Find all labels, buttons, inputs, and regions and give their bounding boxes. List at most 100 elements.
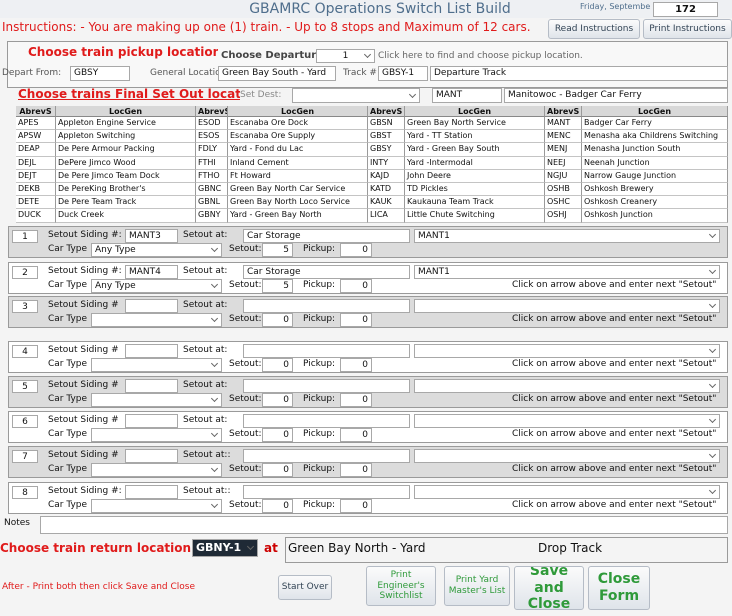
setout-field[interactable]: 5 — [262, 243, 293, 257]
track-description-field[interactable]: Departure Track — [430, 66, 728, 81]
save-close-button[interactable]: Save and Close — [514, 566, 584, 610]
table-cell: FTHI — [196, 156, 228, 170]
setout-field[interactable]: 0 — [262, 313, 293, 327]
dest-name-field[interactable]: Manitowoc - Badger Car Ferry — [504, 88, 728, 103]
car-type-select[interactable] — [91, 313, 222, 327]
car-type-select[interactable]: Any Type — [91, 243, 222, 257]
siding-label: Setout Siding # — [48, 300, 119, 310]
print-engineer-button[interactable]: Print Engineer's Switchlist — [366, 566, 436, 606]
destination-select[interactable] — [414, 485, 720, 499]
table-cell: DEJL — [16, 156, 56, 170]
car-type-select[interactable] — [91, 463, 222, 477]
table-cell: Oshkosh Creanery — [582, 196, 728, 210]
pickup-field[interactable]: 0 — [340, 358, 372, 372]
dest-code-field[interactable]: MANT — [432, 88, 502, 103]
pickup-label: Pickup: — [303, 464, 336, 474]
pickup-field[interactable]: 0 — [340, 499, 372, 513]
siding-label: Setout Siding # — [48, 380, 119, 390]
table-cell: Yard - Green Bay South — [405, 143, 545, 157]
set-dest-select[interactable] — [292, 88, 420, 103]
setout-label: Setout: — [229, 429, 262, 439]
destination-select[interactable] — [414, 379, 720, 393]
return-label: Choose train return location track # — [0, 541, 192, 555]
destination-select[interactable] — [414, 449, 720, 463]
start-over-button[interactable]: Start Over — [278, 575, 332, 600]
close-form-button[interactable]: Close Form — [588, 566, 650, 610]
table-cell: Little Chute Switching — [405, 209, 545, 223]
car-type-select[interactable] — [91, 499, 222, 513]
stop-hint: Click on arrow above and enter next "Set… — [512, 429, 717, 439]
setout-field[interactable]: 0 — [262, 358, 293, 372]
setout-field[interactable]: 0 — [262, 499, 293, 513]
setout-at-field[interactable] — [243, 379, 410, 393]
setout-field[interactable]: 5 — [262, 279, 293, 293]
setout-field[interactable]: 0 — [262, 463, 293, 477]
pickup-hint: Click here to find and choose pickup loc… — [378, 51, 583, 61]
print-instructions-button[interactable]: Print Instructions — [643, 19, 732, 39]
track-field[interactable]: GBSY-1 — [378, 66, 428, 81]
destination-select[interactable] — [414, 299, 720, 313]
setout-at-label: Setout at: — [183, 380, 228, 390]
setout-at-field[interactable] — [243, 299, 410, 313]
table-cell: Oshkosh Brewery — [582, 183, 728, 197]
car-type-select[interactable]: Any Type — [91, 279, 222, 293]
return-panel — [285, 537, 728, 563]
setout-field[interactable]: 0 — [262, 428, 293, 442]
notes-field[interactable] — [40, 516, 728, 534]
table-cell: Kaukauna Team Track — [405, 196, 545, 210]
setout-field[interactable]: 0 — [262, 393, 293, 407]
depart-from-label: Depart From: — [2, 68, 62, 78]
destination-select[interactable] — [414, 414, 720, 428]
setout-at-field[interactable] — [243, 414, 410, 428]
return-track-select[interactable]: GBNY-1 — [192, 539, 258, 557]
destination-select[interactable] — [414, 344, 720, 358]
setout-at-field[interactable]: Car Storage — [243, 265, 410, 279]
stop-hint: Click on arrow above and enter next "Set… — [512, 464, 717, 474]
pickup-field[interactable]: 0 — [340, 393, 372, 407]
table-cell: MENC — [545, 130, 582, 144]
table-cell: DEKB — [16, 183, 56, 197]
car-type-select[interactable] — [91, 358, 222, 372]
setout-at-field[interactable]: Car Storage — [243, 229, 410, 243]
siding-field[interactable]: MANT4 — [125, 265, 178, 279]
car-type-label: Car Type — [48, 359, 88, 369]
return-track-description: Drop Track — [538, 541, 603, 555]
setout-label: Setout: — [229, 314, 262, 324]
siding-label: Setout Siding #: — [48, 486, 122, 496]
pickup-field[interactable]: 0 — [340, 463, 372, 477]
pickup-field[interactable]: 0 — [340, 279, 372, 293]
pickup-field[interactable]: 0 — [340, 243, 372, 257]
table-cell: APES — [16, 117, 56, 131]
siding-field[interactable]: MANT3 — [125, 229, 178, 243]
car-type-select[interactable] — [91, 393, 222, 407]
siding-field[interactable] — [125, 485, 178, 499]
siding-field[interactable] — [125, 449, 178, 463]
setout-at-label: Setout at: — [183, 345, 228, 355]
car-type-select[interactable] — [91, 428, 222, 442]
table-cell: NGJU — [545, 169, 582, 183]
pickup-field[interactable]: 0 — [340, 428, 372, 442]
departure-select[interactable]: 1 — [316, 49, 375, 63]
setout-at-field[interactable] — [243, 485, 410, 499]
general-location-field[interactable]: Green Bay South - Yard — [218, 66, 336, 81]
siding-field[interactable] — [125, 299, 178, 313]
stop-number: 5 — [12, 380, 38, 393]
setout-at-field[interactable] — [243, 449, 410, 463]
table-cell: KAJD — [368, 169, 405, 183]
read-instructions-button[interactable]: Read Instructions — [548, 19, 640, 39]
destination-select[interactable]: MANT1 — [414, 229, 720, 243]
siding-label: Setout Siding # — [48, 345, 119, 355]
stop-hint: Click on arrow above and enter next "Set… — [512, 314, 717, 324]
depart-from-field[interactable]: GBSY — [70, 66, 130, 81]
setout-at-label: Setout at: — [183, 415, 228, 425]
table-cell: MANT — [545, 117, 582, 131]
pickup-field[interactable]: 0 — [340, 313, 372, 327]
print-yardmaster-button[interactable]: Print Yard Master's List — [444, 566, 510, 606]
destination-select[interactable]: MANT1 — [414, 265, 720, 279]
siding-field[interactable] — [125, 379, 178, 393]
setout-at-label: Setout at: — [183, 266, 228, 276]
setout-at-field[interactable] — [243, 344, 410, 358]
siding-field[interactable] — [125, 414, 178, 428]
car-type-label: Car Type — [48, 244, 88, 254]
siding-field[interactable] — [125, 344, 178, 358]
